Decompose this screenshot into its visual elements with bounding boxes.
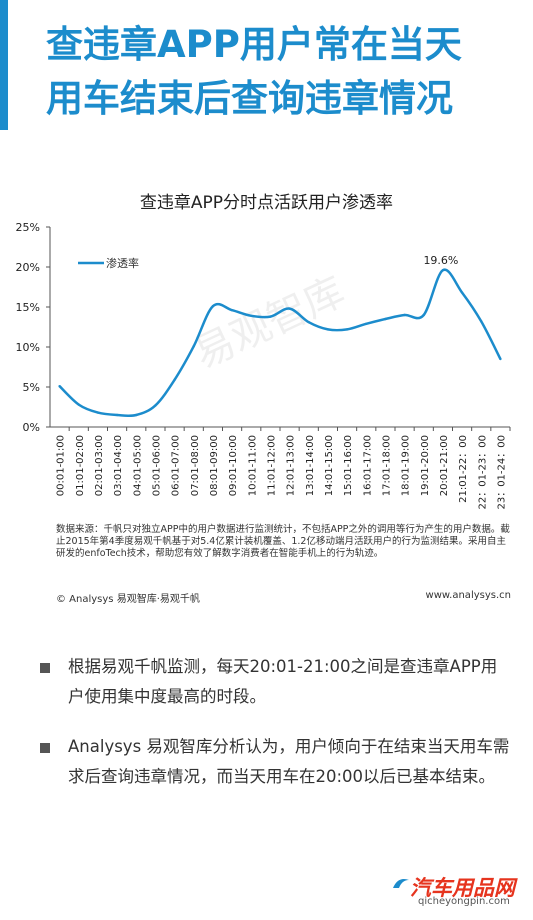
x-tick-label: 03:01-04:00 [113, 435, 124, 496]
chart-title: 查违章APP分时点活跃用户渗透率 [139, 193, 394, 213]
data-point [173, 378, 176, 381]
data-point [403, 313, 406, 317]
bullet-square-icon [40, 743, 50, 753]
peak-data-label: 19.6% [423, 254, 458, 267]
x-tick-label: 23：01-24：00 [496, 435, 507, 510]
x-tick-label: 11:01-12:00 [266, 435, 277, 496]
data-point [422, 313, 425, 317]
bullet-text-1: 根据易观千帆监测，每天20:01-21:00之间是查违章APP用户使用集中度最高… [68, 657, 498, 706]
x-tick-label: 14:01-15:00 [324, 435, 335, 496]
website-link[interactable]: www.analysys.cn [425, 590, 511, 601]
x-tick-label: 18:01-19:00 [401, 435, 412, 496]
x-tick-label: 05:01-06:00 [151, 435, 162, 496]
data-point [230, 309, 234, 312]
data-point [480, 320, 483, 323]
data-point [365, 322, 368, 325]
x-tick-label: 13:01-14:00 [305, 435, 316, 496]
data-point [115, 413, 119, 417]
x-tick-label: 08:01-09:00 [209, 435, 220, 496]
x-tick-label: 17:01-18:00 [381, 435, 392, 496]
site-logo-url: qicheyongpin.com [418, 896, 510, 907]
x-tick-label: 16:01-17:00 [362, 435, 373, 496]
x-tick-label: 06:01-07:00 [171, 435, 182, 496]
data-point [326, 328, 330, 331]
data-point [460, 291, 464, 294]
legend-label: 渗透率 [106, 256, 139, 270]
y-tick-label: 15% [16, 301, 40, 314]
data-point [288, 307, 291, 310]
data-point [307, 321, 310, 324]
header-accent-bar [0, 0, 8, 130]
line-chart: 易观智库 25% 20% 15% 10% 5% 0% 00:01-01:00 01:01-0… [16, 221, 511, 510]
data-point [154, 404, 157, 407]
data-source-note: 数据来源：千帆只对独立APP中的用户数据进行监测统计，不包括APP之外的调用等行… [56, 524, 510, 559]
x-tick-label: 22：01-23：00 [477, 435, 488, 510]
data-point [345, 328, 349, 331]
x-tick-label: 12:01-13:00 [286, 435, 297, 496]
page-title-line-1: 查违章APP用户常在当天 [46, 23, 462, 66]
y-tick-label: 25% [16, 221, 40, 234]
data-point [58, 385, 61, 388]
data-point [211, 305, 215, 308]
y-tick-label: 10% [16, 341, 40, 354]
data-point [135, 413, 138, 417]
data-point [269, 315, 272, 318]
x-tick-label: 09:01-10:00 [228, 435, 239, 496]
x-tick-label: 02:01-03:00 [94, 435, 105, 496]
data-point [250, 314, 253, 317]
data-point [384, 317, 387, 321]
series-line [58, 268, 502, 418]
data-point [499, 357, 502, 361]
data-point [192, 345, 195, 348]
copyright-text: © Analysys 易观智库·易观千帆 [56, 594, 200, 605]
watermark-text: 易观智库 [187, 269, 351, 378]
page-title-line-2: 用车结束后查询违章情况 [46, 77, 453, 120]
x-tick-label: 10:01-11:00 [247, 435, 258, 496]
data-point [441, 269, 445, 272]
bullet-point-2: Analysys 易观智库分析认为，用户倾向于在结束当天用车需求后查询违章情况，… [40, 732, 510, 792]
x-tick-label: 01:01-02:00 [75, 435, 86, 496]
logo-swirl-icon [393, 879, 409, 888]
bullet-square-icon [40, 663, 50, 673]
bullet-text-2: Analysys 易观智库分析认为，用户倾向于在结束当天用车需求后查询违章情况，… [68, 737, 510, 786]
y-tick-label: 5% [23, 381, 40, 394]
x-tick-label: 15:01-16:00 [343, 435, 354, 496]
x-tick-label: 21:01-22：00 [458, 435, 469, 503]
x-tick-label: 19:01-20:00 [420, 435, 431, 496]
x-tick-label: 20:01-21:00 [439, 435, 450, 496]
site-logo: 汽车用品网 [410, 876, 515, 900]
y-tick-label: 0% [23, 421, 40, 434]
x-tick-label: 00:01-01:00 [56, 435, 67, 496]
bullet-point-1: 根据易观千帆监测，每天20:01-21:00之间是查违章APP用户使用集中度最高… [40, 652, 510, 712]
x-tick-label: 07:01-08:00 [190, 435, 201, 496]
y-tick-label: 20% [16, 261, 40, 274]
data-point [77, 403, 80, 406]
data-point [96, 411, 100, 414]
x-tick-label: 04:01-05:00 [132, 435, 143, 496]
